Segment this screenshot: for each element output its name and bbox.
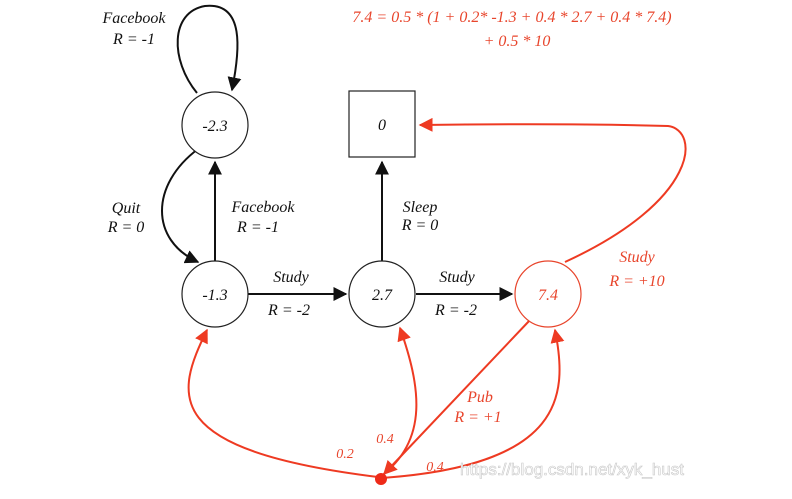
equation-line2: + 0.5 * 10 (484, 33, 551, 50)
quit-reward: R = 0 (107, 219, 145, 236)
class2-node: 2.7 (348, 260, 416, 328)
facebook-state-node: -2.3 (181, 91, 249, 159)
watermark: https://blog.csdn.net/xyk_hust (460, 460, 684, 479)
class1-node: -1.3 (181, 260, 249, 328)
facebook-loop-arrow (176, 4, 242, 94)
study3-arrow (418, 117, 687, 263)
sleep-reward: R = 0 (401, 217, 439, 234)
study3-reward: R = +10 (608, 273, 664, 290)
sleep-node: 0 (348, 90, 416, 158)
study1-reward: R = -2 (267, 302, 310, 319)
study2-action: Study (439, 269, 475, 286)
pub-to-class2-arrow (379, 326, 418, 478)
facebook-state-value: -2.3 (202, 118, 227, 135)
study1-action: Study (273, 269, 309, 286)
pub-chance-node (375, 473, 387, 485)
facebook-up-reward: R = -1 (236, 219, 279, 236)
prob-to-class2: 0.4 (376, 432, 394, 447)
sleep-value: 0 (378, 117, 386, 134)
quit-action: Quit (112, 200, 141, 217)
pub-arrow (383, 319, 531, 476)
class2-value: 2.7 (372, 287, 393, 304)
class1-value: -1.3 (202, 287, 227, 304)
equation-line1: 7.4 = 0.5 * (1 + 0.2* -1.3 + 0.4 * 2.7 +… (352, 9, 671, 26)
pub-action: Pub (466, 389, 493, 406)
sleep-action: Sleep (403, 199, 438, 216)
facebook-up-action: Facebook (230, 199, 295, 216)
study2-reward: R = -2 (434, 302, 477, 319)
class3-value: 7.4 (538, 287, 558, 304)
facebook-loop-reward: R = -1 (112, 31, 155, 48)
facebook-loop-action: Facebook (101, 10, 166, 27)
pub-reward: R = +1 (453, 409, 501, 426)
pub-to-class1-arrow (187, 328, 379, 478)
study3-action: Study (619, 249, 655, 266)
pub-to-class3-arrow (381, 328, 565, 479)
class3-node: 7.4 (514, 260, 582, 328)
prob-to-class3: 0.4 (426, 460, 444, 475)
prob-to-class1: 0.2 (336, 447, 354, 462)
quit-arrow (161, 148, 200, 264)
